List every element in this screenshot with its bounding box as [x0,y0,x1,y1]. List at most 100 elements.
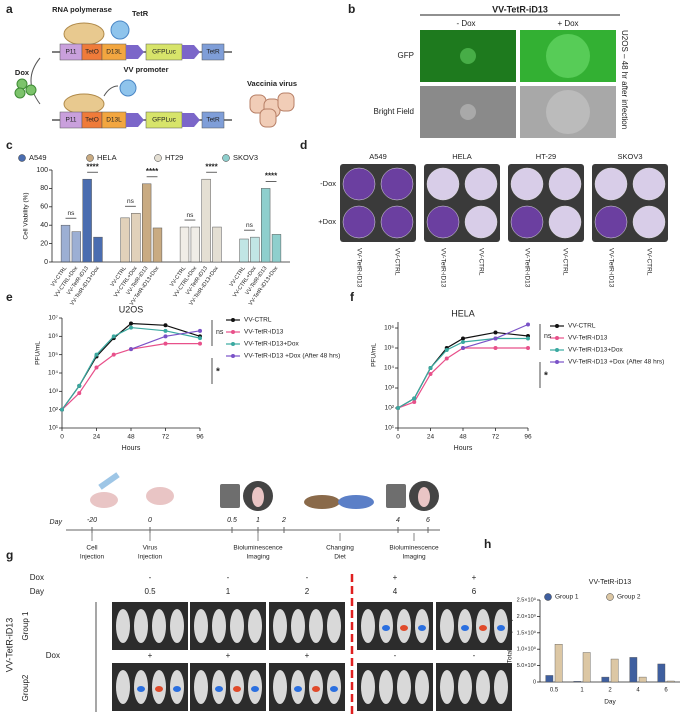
image-texture [546,34,590,78]
label: 6 [472,587,477,596]
x-tick-label: 1 [580,688,584,694]
arrow [103,85,119,97]
label: -Dox [320,179,336,188]
bar [190,226,201,263]
y-tick-label: 40 [40,222,48,229]
y-tick-label: 5.0×10⁸ [517,662,536,669]
x-axis-label: Hours [122,445,141,452]
label: Injection [138,554,163,561]
bar [573,681,582,683]
y-tick-label: 10¹ [49,425,59,432]
y-tick-label: 10³ [385,385,395,392]
panel-label: f [350,290,355,304]
well [426,205,460,239]
gene-box [201,43,225,61]
label: 0.5 [144,587,156,596]
gene-label: GFPLuc [152,117,177,124]
mouse [309,609,323,643]
dox-molecule [16,78,28,90]
image-texture [460,104,476,120]
well [548,167,582,201]
legend-marker [555,336,559,340]
signal [173,686,181,692]
label: GFP [398,51,414,60]
label: SKOV3 [617,152,642,161]
rna-polymerase [63,93,105,115]
bar [545,675,554,683]
label: RNA polymerase [52,5,112,14]
promoter-arrow [126,45,144,59]
bar [212,226,222,263]
label: Dox [30,573,44,582]
y-tick-label: 60 [40,204,48,211]
mouse [152,609,166,643]
mouse-icon [146,487,174,505]
legend-marker [231,354,235,358]
gene-label: D13L [106,49,122,56]
data-point [129,347,133,352]
mouse [194,670,208,704]
data-point [493,346,498,351]
label: + Dox [557,19,578,28]
label: + [148,651,153,660]
y-axis-label: PFU/mL [371,343,378,367]
well [632,205,666,239]
x-tick-label: 2 [608,688,612,694]
mouse [170,609,184,643]
mouse [458,670,472,704]
label: - [306,573,309,582]
data-point [493,336,498,341]
bar [638,676,647,683]
well [548,205,582,239]
bar [657,663,666,683]
data-point [526,322,530,327]
label: 1 [226,587,231,596]
label: Changing [326,545,354,552]
label: 4 [396,517,400,524]
label: Virus [143,545,158,552]
signal [312,686,320,692]
gene-label: TetO [85,49,99,56]
data-point [129,325,133,330]
well [342,167,376,201]
bar [71,231,81,263]
legend-label: Group 2 [617,594,641,601]
y-tick-label: 10⁵ [48,351,58,358]
mouse-icon [252,487,264,507]
bar [239,238,249,263]
mouse [440,670,454,704]
data-point [94,352,99,357]
data-point [412,399,417,404]
x-tick-label: 48 [459,434,467,441]
data-point [198,328,202,333]
y-tick-label: 10⁷ [48,315,58,322]
label: VV-TetR-iD13 [523,248,530,288]
data-point [526,346,530,351]
well [632,167,666,201]
legend-label: VV-TetR-iD13 [568,335,608,342]
gene-label: TetO [85,117,99,124]
mouse [248,609,262,643]
label: + [305,651,310,660]
y-tick-label: 20 [40,240,48,247]
legend-marker [222,154,230,162]
label: Group2 [21,674,30,701]
label: 4 [393,587,398,596]
y-tick-label: 10⁴ [48,370,58,377]
legend-label: HELA [97,153,117,162]
y-tick-label: 10³ [49,388,59,395]
x-tick-label: 96 [196,434,204,441]
data-point [428,372,433,377]
data-point [60,407,64,412]
gene-box [201,111,225,129]
significance-label: ns [544,333,552,340]
promoter-arrow [182,45,200,59]
x-tick-label: 0 [396,434,400,441]
data-point [526,336,530,341]
dox-molecule [14,87,26,99]
image-texture [460,48,476,64]
label: - Dox [456,19,475,28]
significance-label: ns [127,198,135,205]
label: VV-CTRL [645,248,652,276]
label: 0 [148,517,152,524]
